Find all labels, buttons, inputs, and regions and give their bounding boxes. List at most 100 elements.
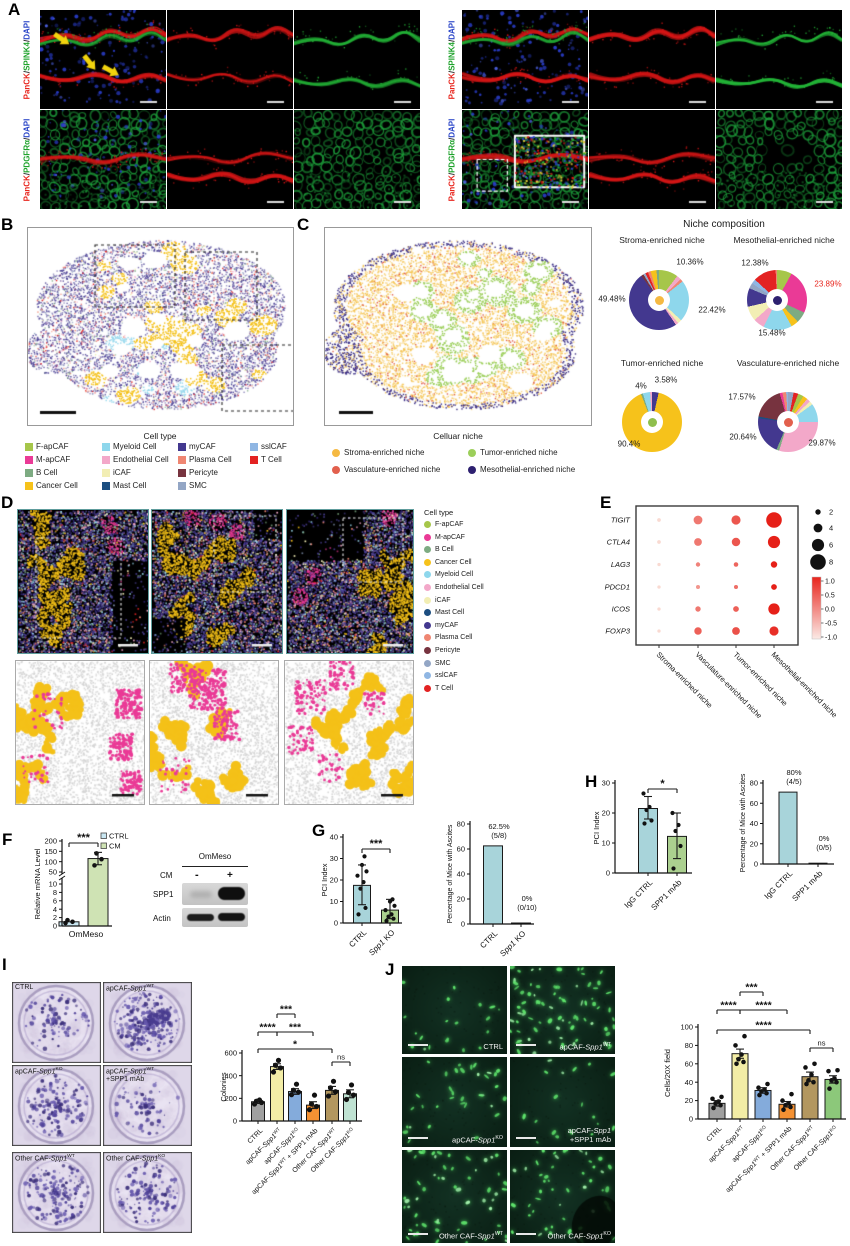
svg-text:Relative mRNA Level: Relative mRNA Level — [33, 848, 42, 919]
svg-text:4: 4 — [829, 524, 833, 533]
svg-text:*: * — [293, 1039, 298, 1051]
pie-center-dot — [654, 295, 664, 305]
d-legend-label: Endothelial Cell — [435, 584, 484, 591]
svg-text:Other CAF-Spp1WT: Other CAF-Spp1WT — [290, 1126, 338, 1174]
svg-text:2: 2 — [53, 913, 57, 922]
panel-label-b: B — [1, 215, 14, 234]
well-label: CTRL — [15, 984, 34, 991]
svg-text:10: 10 — [330, 897, 338, 906]
d-legend-dot-mast-cell — [424, 609, 431, 617]
legend-label: Plasma Cell — [189, 455, 232, 464]
svg-text:0: 0 — [53, 922, 57, 931]
d-legend-label: iCAF — [435, 596, 451, 604]
svg-text:30: 30 — [330, 854, 338, 863]
panel-label-f: F — [2, 830, 13, 849]
svg-text:40: 40 — [457, 870, 465, 879]
d-legend-label: sslCAF — [435, 672, 458, 680]
svg-text:Other CAF-Spp1KO: Other CAF-Spp1KO — [309, 1126, 357, 1174]
svg-text:****: **** — [755, 1000, 772, 1012]
blot-spp1-band-cm — [218, 887, 245, 900]
pie-value-label: 15.48% — [758, 328, 786, 338]
svg-text:Spp1 KO: Spp1 KO — [498, 929, 527, 958]
svg-text:apCAF-Spp1KO: apCAF-Spp1KO — [730, 1124, 770, 1164]
legend-swatch-mycaf — [178, 443, 186, 451]
svg-text:60: 60 — [750, 799, 758, 808]
svg-text:SPP1 mAb: SPP1 mAb — [790, 869, 824, 903]
legend-swatch-pericyte — [178, 469, 186, 477]
svg-text:1.0: 1.0 — [825, 578, 835, 585]
svg-text:Mesothelial-enriched niche: Mesothelial-enriched niche — [770, 650, 839, 719]
blot-actin-band-cm — [218, 913, 245, 921]
legend-swatch-icaf — [102, 469, 110, 477]
fluorescence-image — [510, 1150, 615, 1243]
d-legend-label: myCAF — [435, 621, 459, 629]
micro-green-pdgfra — [716, 110, 842, 209]
svg-text:-1.0: -1.0 — [825, 634, 837, 641]
svg-text:Other CAF-Spp1KO: Other CAF-Spp1KO — [792, 1124, 840, 1172]
colony-well — [12, 1152, 101, 1233]
svg-text:100: 100 — [680, 1023, 693, 1032]
c-legend-label: Vasculature-enriched niche — [344, 465, 441, 474]
svg-text:apCAF-Spp1WT: apCAF-Spp1WT — [244, 1126, 284, 1166]
panel-c-caption: Celluar niche — [433, 431, 483, 441]
d-legend-label: Myeloid Cell — [435, 571, 474, 579]
micro-green-pdgfra — [294, 110, 420, 209]
svg-text:Colonies: Colonies — [219, 1072, 228, 1101]
micro-merge-spink4 — [462, 10, 588, 109]
blot-band1-label: SPP1 — [153, 890, 174, 899]
svg-text:(0/10): (0/10) — [517, 903, 537, 912]
svg-text:ICOS: ICOS — [612, 605, 630, 614]
svg-text:80: 80 — [750, 779, 758, 788]
svg-text:CTRL: CTRL — [347, 928, 369, 950]
d-legend-label: Pericyte — [435, 647, 461, 654]
legend-swatch-endothelial-cell — [102, 456, 110, 464]
well-label: apCAF-Spp1WT +SPP1 mAb — [106, 1067, 155, 1084]
d-legend-dot-b-cell — [424, 546, 431, 554]
svg-text:Cells/20X field: Cells/20X field — [663, 1049, 672, 1097]
svg-text:600: 600 — [224, 1049, 237, 1058]
d-legend-label: Plasma Cell — [435, 634, 473, 642]
svg-text:OmMeso: OmMeso — [69, 929, 104, 939]
blot-title-underline — [182, 866, 248, 867]
fluorescence-image-label: apCAF-Spp1 +SPP1 mAb — [567, 1126, 611, 1144]
d-legend-dot-smc — [424, 659, 431, 667]
scale-bar — [408, 1137, 428, 1139]
svg-text:****: **** — [720, 1000, 737, 1012]
d-legend-dot-pericyte — [424, 647, 431, 654]
svg-text:20: 20 — [750, 839, 758, 848]
c-legend-dot — [468, 466, 476, 474]
svg-text:(5/8): (5/8) — [491, 831, 507, 840]
d-legend-label: M-apCAF — [435, 533, 465, 541]
blot-band2-label: Actin — [153, 914, 171, 923]
panel-label-j: J — [385, 960, 395, 979]
d-legend-label: Cancer Cell — [435, 558, 472, 566]
micro-green-spink4 — [716, 10, 842, 109]
d-legend-dot-m-apcaf — [424, 533, 431, 541]
fluorescence-image — [510, 1057, 615, 1147]
svg-text:4: 4 — [53, 905, 57, 914]
svg-text:TIGIT: TIGIT — [611, 516, 632, 525]
spatial-map-cell-type — [17, 509, 149, 654]
micro-red-panck-2 — [589, 110, 715, 209]
legend-label: T Cell — [261, 455, 282, 464]
svg-text:CM: CM — [109, 842, 121, 851]
legend-label: Myeloid Cell — [113, 442, 157, 451]
blot-actin-strip — [182, 908, 248, 927]
colony-well — [103, 1152, 192, 1233]
svg-text:Percentage of Mice with Ascite: Percentage of Mice with Ascites — [447, 824, 454, 923]
spatial-map-cell-type — [151, 509, 283, 654]
svg-text:20: 20 — [602, 809, 610, 818]
svg-text:ns: ns — [818, 1039, 826, 1048]
fluorescence-image — [510, 966, 615, 1054]
panel-label-e: E — [600, 493, 612, 512]
pie-value-label: 29.87% — [808, 438, 836, 448]
legend-label: Endothelial Cell — [113, 455, 169, 464]
svg-text:0: 0 — [606, 869, 610, 878]
d-legend-label: T Cell — [435, 684, 454, 692]
micro-red-panck-2 — [167, 110, 293, 209]
svg-text:Stroma-enriched niche: Stroma-enriched niche — [655, 650, 715, 710]
pie-title: Stroma-enriched niche — [619, 235, 705, 245]
svg-text:200: 200 — [224, 1094, 237, 1103]
svg-text:80: 80 — [685, 1041, 693, 1050]
svg-text:***: *** — [77, 832, 91, 844]
